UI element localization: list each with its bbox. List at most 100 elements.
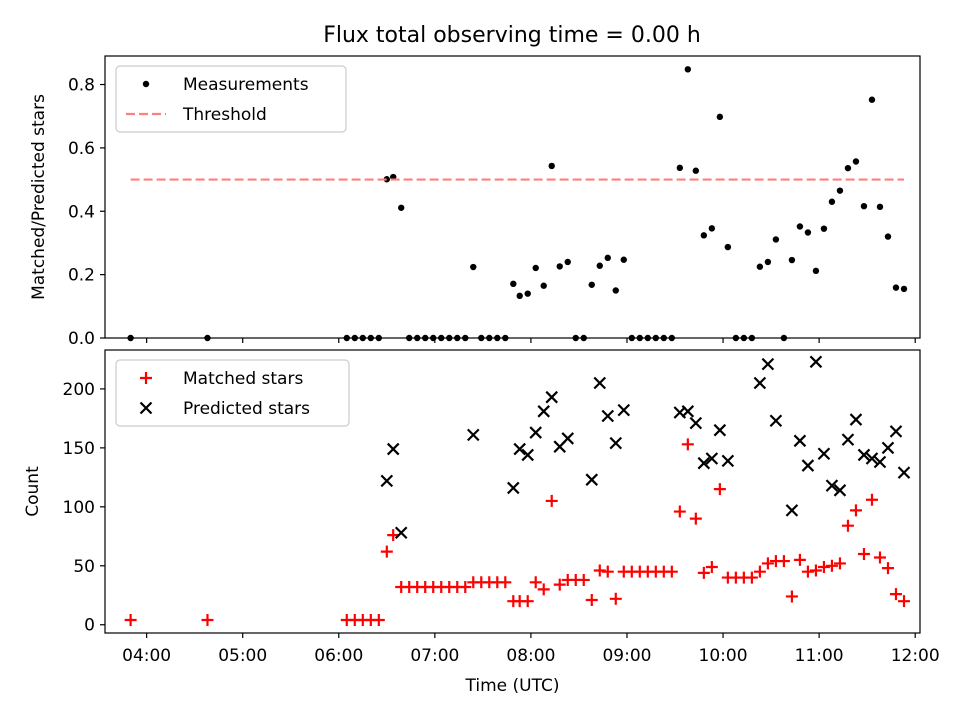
legend-label: Threshold (182, 105, 267, 125)
matched-star-point (881, 562, 894, 575)
matched-star-point (545, 494, 558, 507)
predicted-star-point (713, 423, 727, 437)
measurement-point (204, 334, 211, 342)
measurement-point (652, 334, 660, 342)
measurement-point (716, 113, 724, 121)
predicted-star-point (593, 376, 607, 390)
matched-star-point (537, 583, 550, 596)
measurement-point (724, 243, 732, 251)
matched-star-point (499, 576, 512, 589)
matched-star-point (593, 564, 606, 577)
measurement-point (788, 256, 796, 264)
x-tick-label: 08:00 (506, 646, 555, 666)
series-measurements (127, 66, 908, 342)
predicted-star-point (561, 432, 575, 445)
x-tick-label: 05:00 (218, 646, 267, 666)
measurement-point (668, 334, 676, 342)
measurement-point (876, 203, 884, 211)
legend: Measurements Threshold (115, 65, 347, 133)
legend-box (115, 359, 350, 427)
x-tick-label: 12:00 (891, 646, 940, 666)
matched-star-point (745, 571, 758, 584)
predicted-star-point (705, 452, 719, 465)
measurement-point (540, 282, 547, 289)
x-axis-label: Time (UTC) (465, 676, 560, 696)
y-axis-label: Matched/Predicted stars (29, 94, 49, 300)
predicted-star-point (386, 442, 400, 456)
matched-star-point (841, 519, 854, 532)
matched-star-point (785, 590, 798, 603)
measurement-point (692, 167, 700, 174)
legend-label: Matched stars (183, 369, 303, 389)
y-tick-label: 100 (63, 498, 95, 518)
measurement-point (620, 256, 627, 263)
measurement-point (596, 262, 603, 269)
matched-star-point (665, 565, 678, 578)
measurement-point (375, 334, 383, 342)
predicted-star-point (721, 454, 735, 468)
matched-star-point (585, 593, 598, 606)
measurement-point (780, 334, 788, 342)
series-predicted-stars (380, 355, 911, 540)
measurement-point (516, 292, 523, 300)
matched-star-point (857, 547, 870, 560)
measurement-point (772, 236, 780, 243)
matched-star-point (459, 581, 472, 594)
predicted-star-point (521, 448, 534, 462)
matched-star-point (825, 559, 838, 572)
measurement-point (494, 334, 501, 342)
measurement-point (860, 202, 868, 210)
predicted-star-point (507, 481, 520, 495)
predicted-star-point (833, 484, 847, 497)
axes-frame (104, 349, 921, 634)
measurement-point (548, 162, 555, 170)
predicted-star-point (865, 452, 879, 465)
matched-star-point (201, 614, 214, 627)
measurement-point (127, 334, 134, 342)
predicted-star-point (617, 403, 631, 417)
measurement-point (486, 334, 493, 342)
y-tick-label: 0 (84, 616, 95, 636)
legend-marker-plus (140, 372, 152, 384)
measurement-point (636, 334, 643, 342)
matched-star-point (705, 560, 718, 573)
predicted-star-point (545, 390, 559, 404)
y-tick-label: 0.8 (68, 76, 95, 96)
x-tick-label: 10:00 (699, 646, 748, 666)
measurement-point (367, 334, 374, 342)
measurement-point (532, 264, 539, 272)
matched-star-point (801, 565, 814, 578)
x-tick-label: 07:00 (410, 646, 459, 666)
predicted-star-point (585, 473, 599, 486)
measurement-point (804, 229, 812, 236)
matched-star-point (761, 557, 774, 570)
matched-star-point (873, 551, 886, 564)
y-tick-label: 50 (73, 557, 95, 577)
measurement-point (684, 66, 692, 73)
measurement-point (462, 334, 469, 342)
measurement-point (604, 254, 611, 262)
matched-star-point (897, 595, 910, 608)
predicted-star-point (697, 456, 711, 470)
measurement-point (836, 187, 844, 194)
measurement-point (422, 334, 429, 342)
y-tick-label: 0.0 (68, 329, 95, 349)
measurement-point (478, 334, 485, 342)
x-tick-label: 11:00 (795, 646, 844, 666)
measurement-point (708, 225, 716, 232)
measurement-point (406, 334, 413, 342)
measurement-point (732, 334, 740, 342)
predicted-star-point (380, 474, 394, 488)
predicted-star-point (897, 466, 911, 479)
measurement-point (446, 334, 453, 342)
matched-star-point (601, 565, 614, 578)
matched-star-point (889, 588, 902, 601)
measurement-point (343, 334, 350, 342)
series-matched-stars (124, 438, 910, 627)
measurement-point (612, 287, 619, 294)
measurement-point (828, 198, 836, 205)
predicted-star-point (873, 455, 887, 469)
measurement-point (470, 263, 477, 271)
measurement-point (524, 290, 531, 297)
